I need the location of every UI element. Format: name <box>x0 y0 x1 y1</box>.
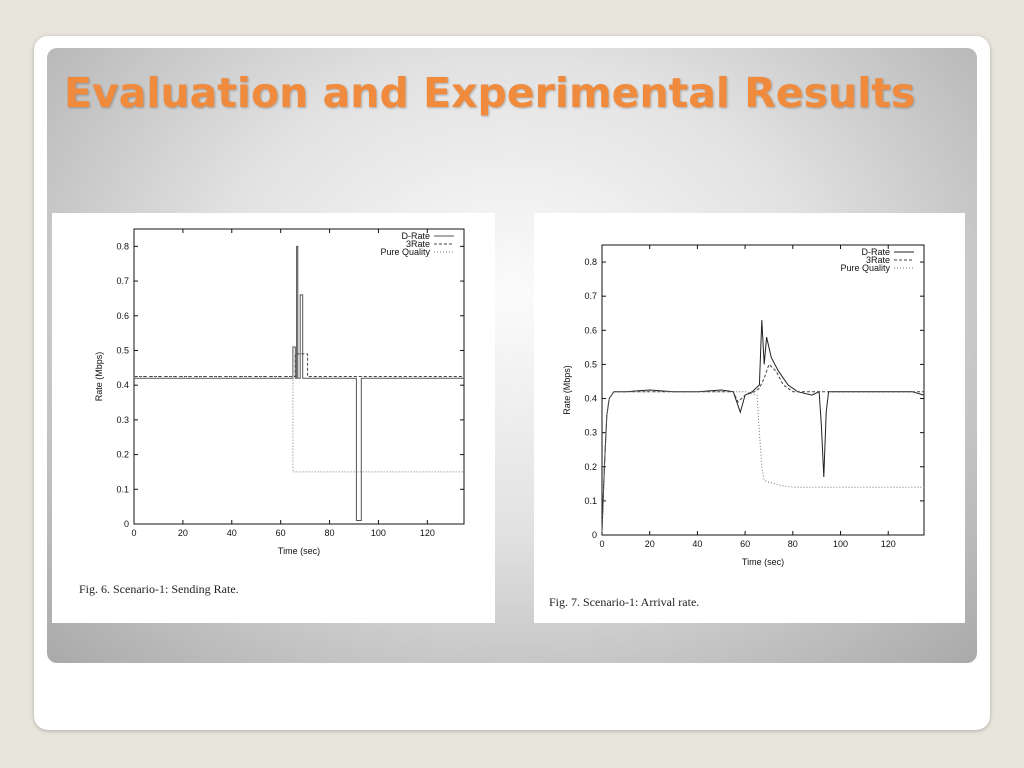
figure-7-chart: 0 20 40 60 80 100 120 0 0.1 0.2 0.3 0.4 0.5 0.6 0.7 0.8… <box>562 244 925 567</box>
fig7-legend-label: D-Rate <box>861 247 890 257</box>
fig7-plot-frame <box>601 244 925 536</box>
fig6-y-axis-label: Rate (Mbps) <box>94 352 104 402</box>
fig7-xtick-label: 0 <box>599 539 604 549</box>
figure-7-card: 0 20 40 60 80 100 120 0 0.1 0.2 0.3 0.4 0.5 0.6 0.7 0.8… <box>534 213 965 623</box>
fig7-ytick-label: 0.2 <box>584 462 597 472</box>
fig7-x-axis-label: Time (sec) <box>742 557 784 567</box>
fig6-x-axis-label: Time (sec) <box>278 546 320 556</box>
fig7-ytick-label: 0 <box>592 530 597 540</box>
fig7-ytick-label: 0.1 <box>584 496 597 506</box>
fig7-series-pure-quality <box>601 391 924 532</box>
fig7-ytick-label: 0.5 <box>584 359 597 369</box>
fig6-xtick-label: 60 <box>276 528 286 538</box>
figure-6-caption: Fig. 6. Scenario-1: Sending Rate. <box>79 582 239 596</box>
fig7-ytick-label: 0.4 <box>584 394 597 404</box>
fig6-ytick-label: 0.4 <box>116 380 129 390</box>
fig6-series-pure-quality <box>134 376 464 473</box>
fig6-series-3rate <box>134 353 464 377</box>
fig6-series-d-rate <box>134 245 464 521</box>
figure-6-card: 0 20 40 60 80 100 120 0 0.1 0.2 0.3 0.4 0.5 0.6 0.7 0.8… <box>52 213 495 623</box>
fig7-ytick-label: 0.3 <box>584 428 597 438</box>
fig7-xtick-label: 120 <box>881 539 896 549</box>
fig7-series-d-rate <box>601 320 925 532</box>
fig6-ytick-label: 0.3 <box>116 415 129 425</box>
fig7-legend-label: 3Rate <box>866 255 890 265</box>
fig6-ytick-label: 0.1 <box>116 484 129 494</box>
fig7-legend-label: Pure Quality <box>840 263 890 273</box>
fig6-xtick-label: 120 <box>420 528 435 538</box>
fig6-ytick-label: 0.7 <box>116 276 129 286</box>
fig6-xtick-label: 80 <box>325 528 335 538</box>
fig6-ytick-label: 0.8 <box>116 241 129 251</box>
fig7-series-3rate <box>601 363 924 532</box>
fig6-ytick-label: 0.5 <box>116 345 129 355</box>
fig7-ytick-label: 0.8 <box>584 257 597 267</box>
fig6-xtick-label: 20 <box>178 528 188 538</box>
fig6-legend-label: D-Rate <box>401 231 430 241</box>
fig7-xtick-label: 60 <box>740 539 750 549</box>
fig6-xtick-label: 0 <box>131 528 136 538</box>
fig6-legend-label: 3Rate <box>406 239 430 249</box>
fig7-xtick-label: 20 <box>645 539 655 549</box>
slide-title: Evaluation and Experimental Results <box>64 69 916 117</box>
fig6-ytick-label: 0 <box>124 519 129 529</box>
fig7-xtick-label: 100 <box>833 539 848 549</box>
fig7-ytick-label: 0.7 <box>584 291 597 301</box>
fig6-legend-label: Pure Quality <box>380 247 430 257</box>
fig6-xtick-label: 100 <box>371 528 386 538</box>
fig7-ytick-label: 0.6 <box>584 325 597 335</box>
fig6-ytick-label: 0.6 <box>116 311 129 321</box>
fig6-xtick-label: 40 <box>227 528 237 538</box>
figure-6-chart: 0 20 40 60 80 100 120 0 0.1 0.2 0.3 0.4 0.5 0.6 0.7 0.8… <box>94 228 465 556</box>
fig6-ytick-label: 0.2 <box>116 450 129 460</box>
fig7-y-axis-label: Rate (Mbps) <box>562 365 572 415</box>
fig7-xtick-label: 40 <box>692 539 702 549</box>
fig7-xtick-label: 80 <box>788 539 798 549</box>
figure-7-caption: Fig. 7. Scenario-1: Arrival rate. <box>549 595 700 609</box>
